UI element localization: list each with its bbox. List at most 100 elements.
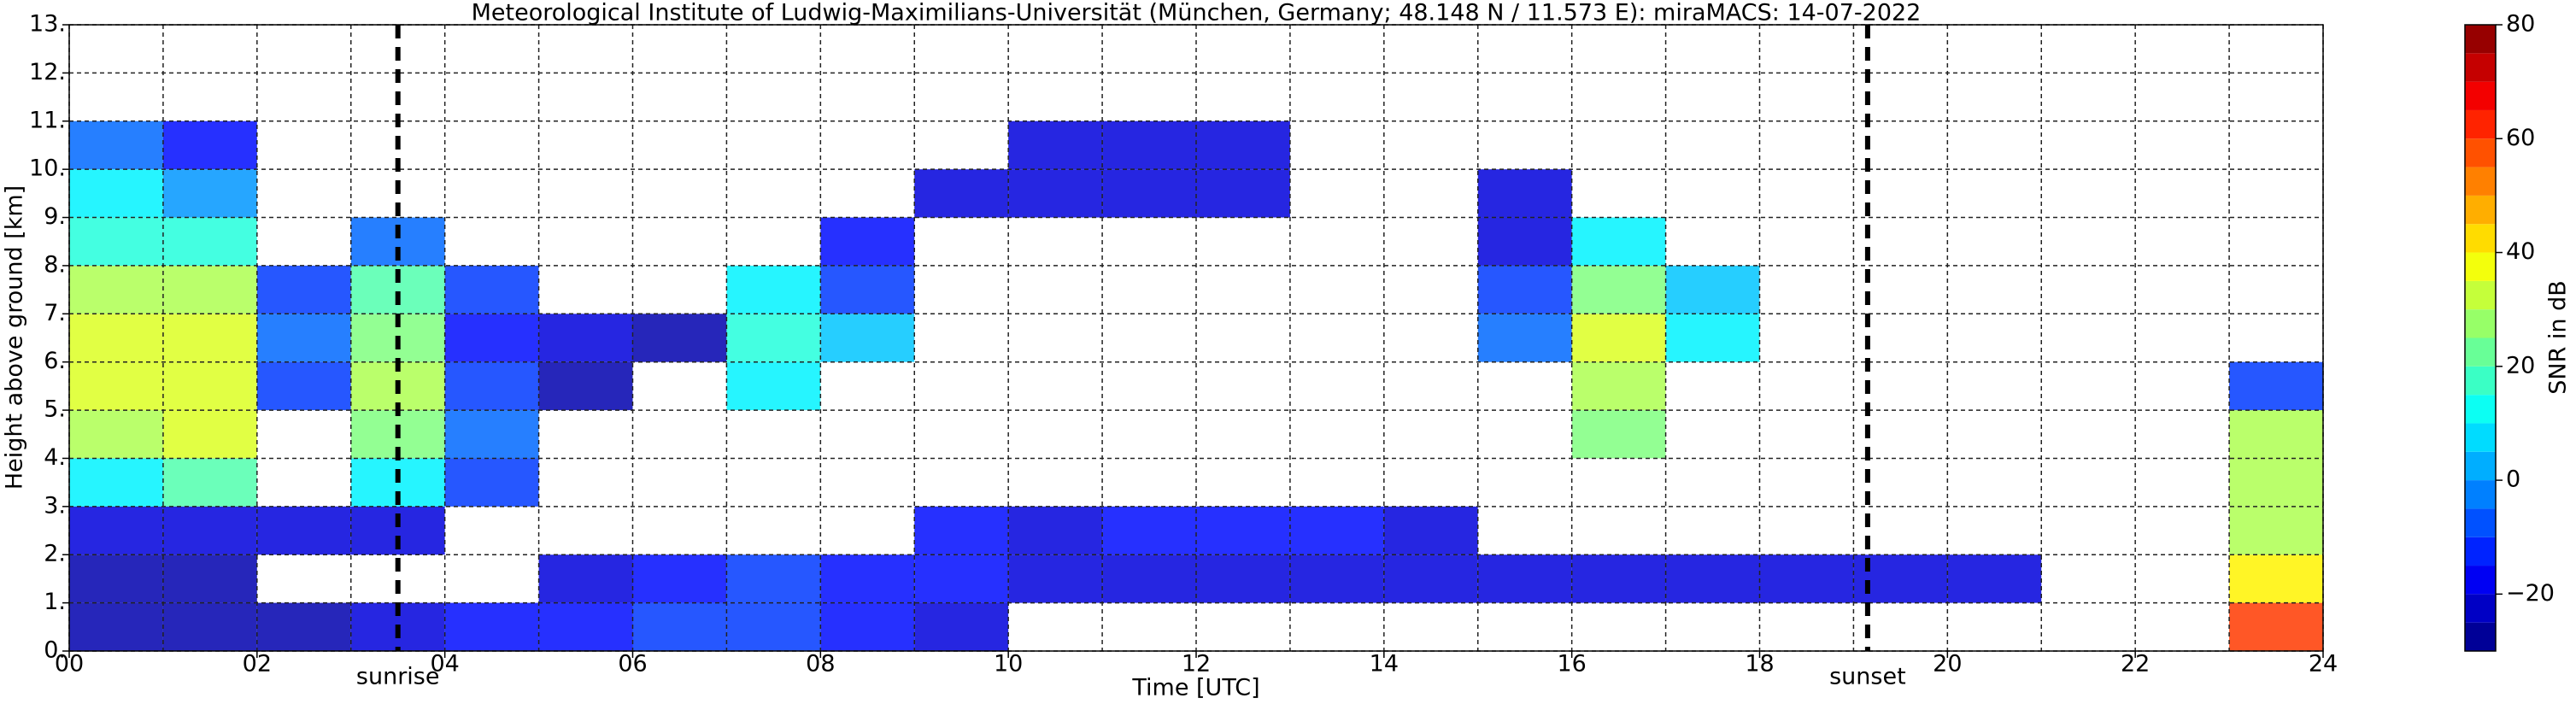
y-tick-label: 6. bbox=[44, 348, 66, 374]
heat-cell bbox=[69, 169, 163, 218]
heat-cell bbox=[632, 554, 727, 603]
heat-cell bbox=[820, 217, 915, 266]
heat-cell bbox=[1196, 506, 1290, 555]
heat-cell bbox=[162, 506, 257, 555]
x-axis-label: Time [UTC] bbox=[1131, 675, 1259, 701]
y-tick-label: 9. bbox=[44, 203, 66, 230]
heat-cell bbox=[726, 554, 821, 603]
y-tick-label: 3. bbox=[44, 492, 66, 519]
heat-cell bbox=[162, 169, 257, 218]
heat-cell bbox=[444, 458, 539, 507]
colorbar-tick-label: 60 bbox=[2506, 125, 2535, 151]
heat-cell bbox=[726, 265, 821, 314]
colorbar-segment bbox=[2465, 81, 2496, 110]
heat-cell bbox=[69, 410, 163, 459]
heat-cell bbox=[1665, 265, 1760, 314]
y-tick-label: 10. bbox=[29, 155, 66, 182]
heat-cell bbox=[162, 361, 257, 411]
colorbar-segment bbox=[2465, 25, 2496, 54]
heat-cell bbox=[820, 265, 915, 314]
heat-cell bbox=[1571, 314, 1666, 362]
heat-cell bbox=[162, 265, 257, 314]
heat-cell bbox=[538, 554, 633, 603]
heat-cell bbox=[538, 602, 633, 651]
heat-cell bbox=[1571, 410, 1666, 459]
heat-cell bbox=[914, 602, 1009, 651]
colorbar-segment bbox=[2465, 195, 2496, 225]
heat-cell bbox=[2229, 554, 2323, 603]
colorbar-segment bbox=[2465, 566, 2496, 595]
heat-cell bbox=[69, 217, 163, 266]
heat-cell bbox=[1196, 169, 1290, 218]
heat-cell bbox=[69, 458, 163, 507]
heat-cell bbox=[444, 410, 539, 459]
heat-cell bbox=[69, 120, 163, 170]
x-tick-label: 24 bbox=[2309, 651, 2338, 678]
y-axis-label: Height above ground [km] bbox=[2, 185, 28, 490]
x-tick-label: 06 bbox=[618, 651, 647, 678]
colorbar-tick-label: 0 bbox=[2506, 466, 2520, 493]
heat-cell bbox=[69, 602, 163, 651]
heat-cell bbox=[1102, 506, 1196, 555]
heat-cell bbox=[1102, 120, 1196, 170]
x-tick-label: 04 bbox=[430, 651, 459, 678]
heat-cell bbox=[820, 554, 915, 603]
heat-cell bbox=[914, 554, 1009, 603]
colorbar-tick-label: −20 bbox=[2506, 580, 2555, 607]
y-tick-label: 8. bbox=[44, 251, 66, 278]
colorbar-segment bbox=[2465, 395, 2496, 424]
heat-cell bbox=[1477, 265, 1572, 314]
heat-cell bbox=[1477, 314, 1572, 362]
y-tick-label: 12. bbox=[29, 59, 66, 85]
colorbar-segment bbox=[2465, 224, 2496, 253]
heat-cell bbox=[1571, 361, 1666, 411]
heat-cell bbox=[69, 554, 163, 603]
heat-cell bbox=[820, 602, 915, 651]
heat-cell bbox=[69, 506, 163, 555]
y-tick-label: 5. bbox=[44, 396, 66, 423]
heat-cell bbox=[256, 506, 351, 555]
x-tick-label: 00 bbox=[55, 651, 84, 678]
event-label: sunrise bbox=[356, 664, 440, 690]
colorbar-label: SNR in dB bbox=[2545, 280, 2572, 395]
colorbar-segment bbox=[2465, 508, 2496, 537]
colorbar-segment bbox=[2465, 423, 2496, 452]
heat-cell bbox=[1477, 169, 1572, 218]
heat-cell bbox=[726, 602, 821, 651]
heat-cell bbox=[162, 314, 257, 362]
x-tick-label: 02 bbox=[243, 651, 272, 678]
colorbar-tick-label: 20 bbox=[2506, 352, 2535, 378]
chart-title: Meteorological Institute of Ludwig-Maxim… bbox=[472, 0, 1922, 26]
heat-cell bbox=[1571, 265, 1666, 314]
heat-cell bbox=[538, 314, 633, 362]
heat-cell bbox=[1008, 554, 1103, 603]
colorbar-segment bbox=[2465, 109, 2496, 139]
colorbar-frame bbox=[2464, 24, 2497, 652]
y-tick-label: 0. bbox=[44, 637, 66, 664]
heat-cell bbox=[256, 602, 351, 651]
heat-cell bbox=[444, 314, 539, 362]
heat-cell bbox=[2229, 410, 2323, 459]
heat-cell bbox=[256, 314, 351, 362]
heat-cell bbox=[162, 458, 257, 507]
heat-cell bbox=[1008, 120, 1103, 170]
heat-cell bbox=[1571, 217, 1666, 266]
colorbar-segment bbox=[2465, 451, 2496, 481]
colorbar-segment bbox=[2465, 138, 2496, 167]
event-label: sunset bbox=[1829, 664, 1906, 690]
heat-cell bbox=[1477, 554, 1572, 603]
heat-cell bbox=[914, 506, 1009, 555]
x-tick-label: 10 bbox=[994, 651, 1023, 678]
heat-cell bbox=[1102, 554, 1196, 603]
colorbar-segment bbox=[2465, 252, 2496, 281]
heat-cell bbox=[1196, 554, 1290, 603]
heat-cell bbox=[1947, 554, 2042, 603]
heat-cell bbox=[1759, 554, 1854, 603]
heat-cell bbox=[820, 314, 915, 362]
colorbar-tick-label: 80 bbox=[2506, 11, 2535, 38]
heat-cell bbox=[69, 265, 163, 314]
colorbar-segment bbox=[2465, 337, 2496, 367]
x-tick-label: 20 bbox=[1933, 651, 1962, 678]
heat-cell bbox=[538, 361, 633, 411]
heat-cell bbox=[1008, 506, 1103, 555]
